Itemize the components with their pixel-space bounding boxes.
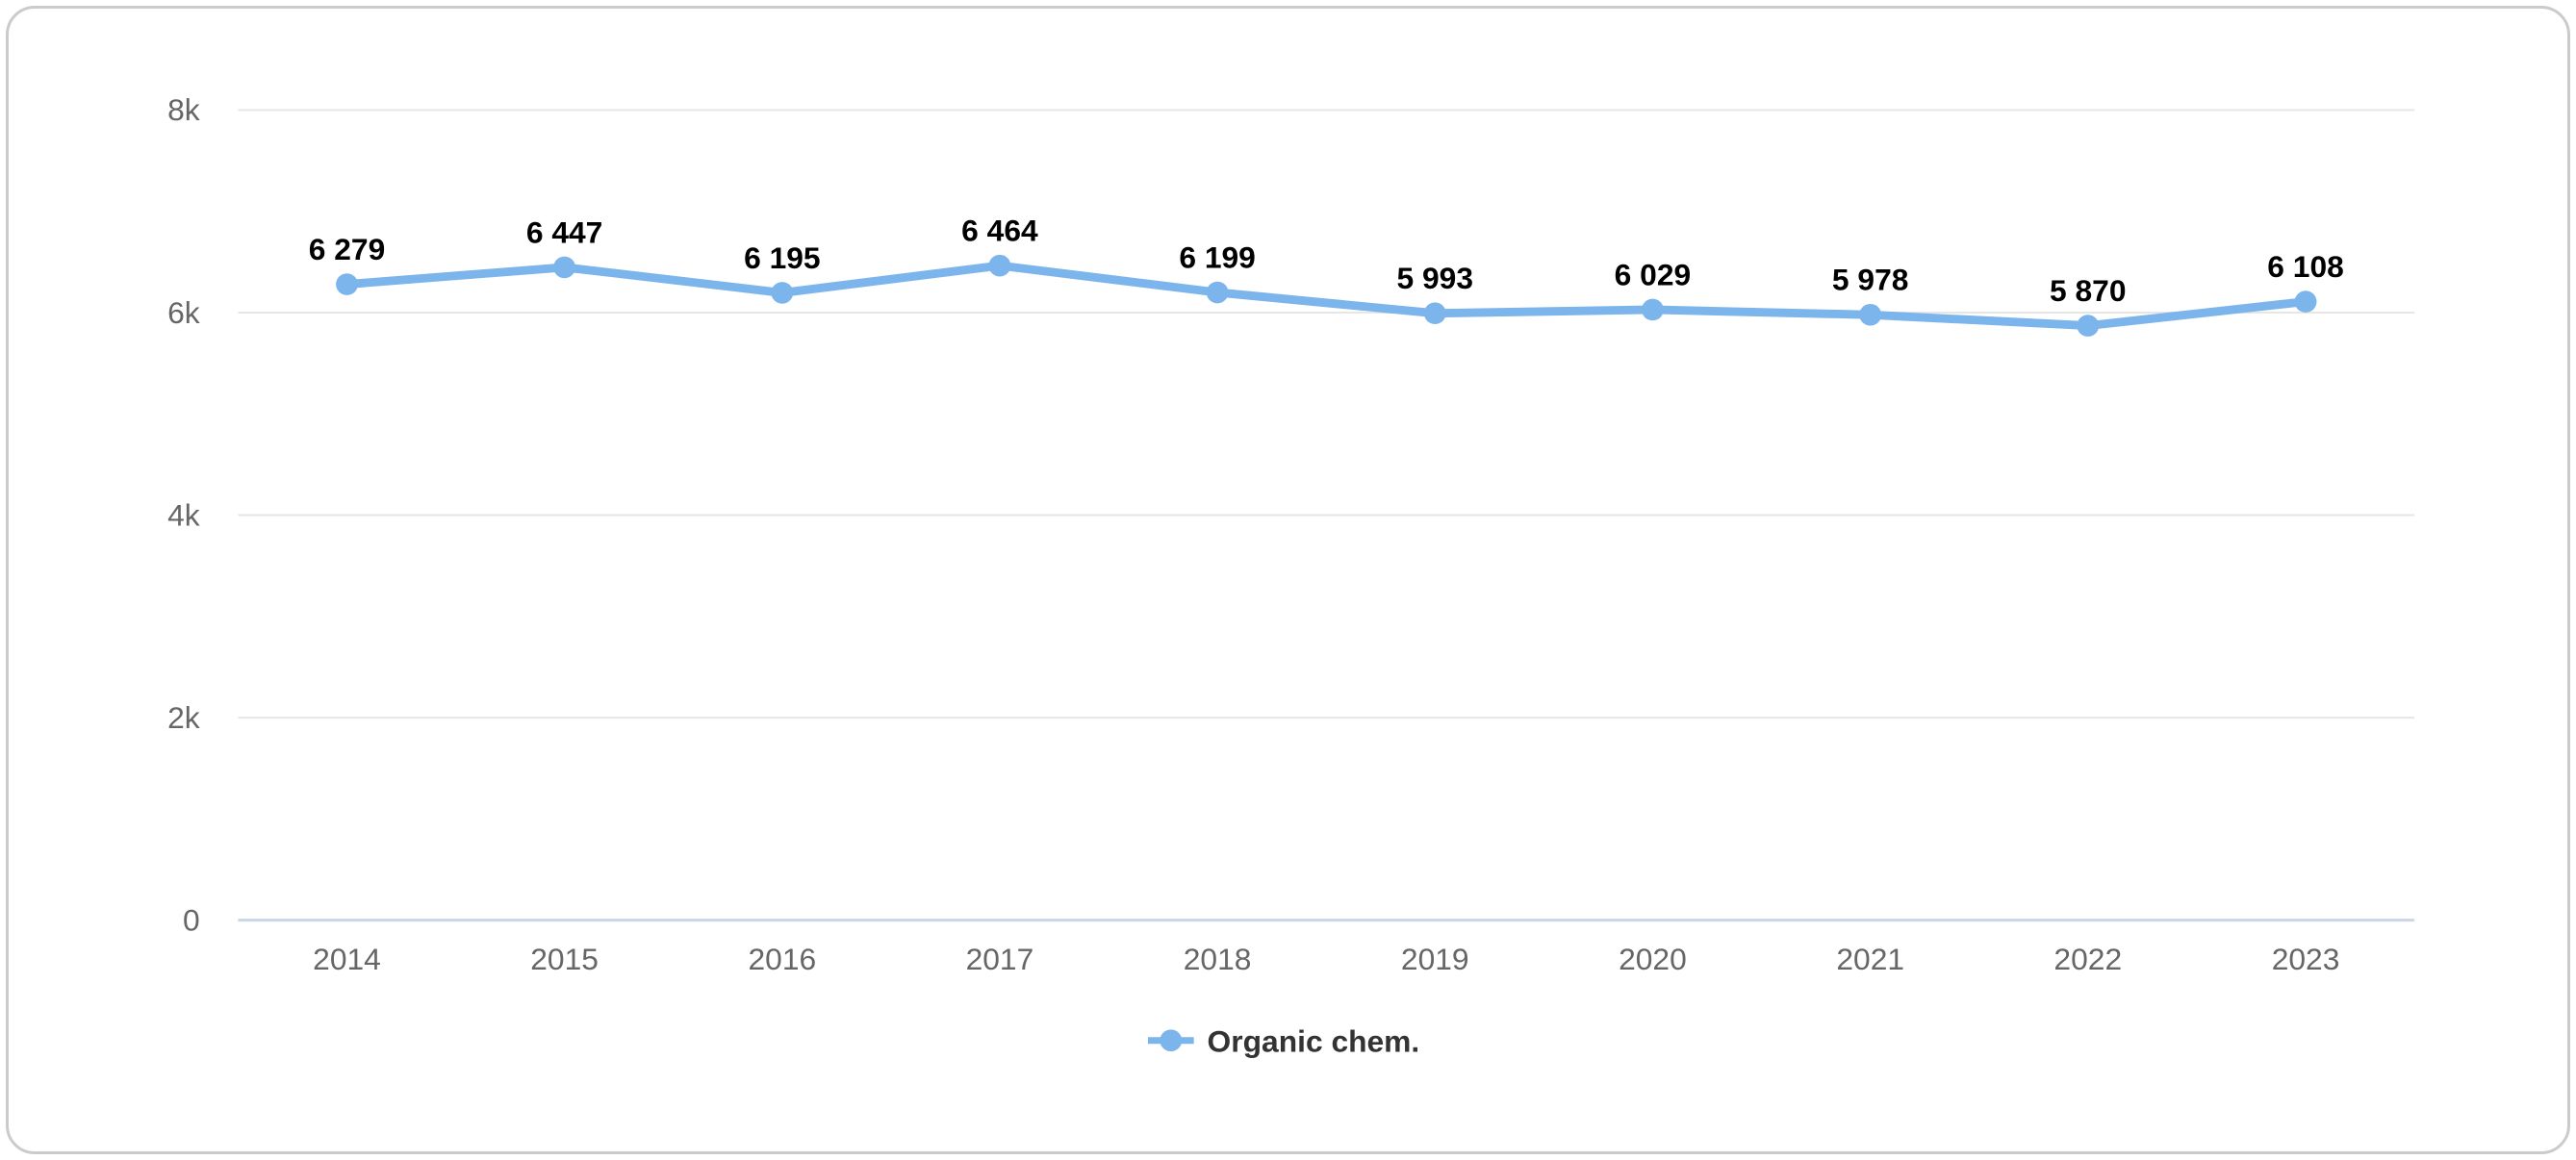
- x-axis-label-2022: 2022: [2053, 942, 2122, 976]
- x-axis-label-2014: 2014: [313, 942, 381, 976]
- y-axis-tick-label-8k: 8k: [167, 92, 200, 127]
- data-point-2017[interactable]: [988, 254, 1011, 277]
- x-axis-label-2015: 2015: [530, 942, 599, 976]
- x-axis-label-2017: 2017: [966, 942, 1034, 976]
- x-axis-label-2019: 2019: [1401, 942, 1469, 976]
- data-point-2020[interactable]: [1642, 298, 1664, 321]
- chart-card: 0 2k 4k 6k 8k 2014 2015 2016 2017 2018 2019 2020 202…: [6, 6, 2570, 1154]
- y-axis-tick-label-0: 0: [183, 903, 200, 938]
- data-point-2019[interactable]: [1423, 302, 1446, 325]
- data-point-2015[interactable]: [553, 256, 576, 279]
- data-label-2023: 6 108: [2267, 249, 2344, 284]
- data-label-2022: 5 870: [2050, 273, 2127, 308]
- data-point-2021[interactable]: [1859, 303, 1882, 326]
- x-axis-label-2020: 2020: [1619, 942, 1687, 976]
- data-label-2016: 6 195: [744, 240, 821, 275]
- y-axis-tick-label-6k: 6k: [167, 295, 200, 330]
- x-axis-label-2016: 2016: [749, 942, 817, 976]
- y-axis-tick-label-2k: 2k: [167, 700, 200, 735]
- data-point-2022[interactable]: [2077, 315, 2100, 337]
- data-label-2018: 6 199: [1179, 240, 1256, 275]
- data-point-2014[interactable]: [336, 273, 358, 295]
- legend-label: Organic chem.: [1208, 1024, 1420, 1059]
- data-label-2015: 6 447: [526, 214, 603, 249]
- data-point-2018[interactable]: [1206, 281, 1229, 304]
- series-layer: [336, 254, 2317, 337]
- y-axis-tick-label-4k: 4k: [167, 497, 200, 532]
- legend-item-organic-chem[interactable]: Organic chem.: [1147, 1024, 1420, 1059]
- data-label-2021: 5 978: [1832, 263, 1909, 297]
- data-label-2017: 6 464: [961, 214, 1038, 248]
- grid-layer: 0 2k 4k 6k 8k 2014 2015 2016 2017 2018 2019 2020 202…: [167, 92, 2415, 976]
- data-labels-layer: 6 279 6 447 6 195 6 464 6 199 5 993 6 029 5 978…: [309, 214, 2344, 308]
- data-label-2019: 5 993: [1397, 261, 1474, 295]
- legend-marker-dot-icon: [1160, 1029, 1183, 1052]
- data-label-2014: 6 279: [309, 232, 386, 266]
- data-point-2016[interactable]: [771, 282, 794, 304]
- data-label-2020: 6 029: [1615, 257, 1692, 291]
- x-axis-label-2018: 2018: [1184, 942, 1252, 976]
- x-axis-label-2023: 2023: [2272, 942, 2340, 976]
- series-line: [343, 261, 2310, 331]
- x-axis-label-2021: 2021: [1836, 942, 1904, 976]
- data-point-2023[interactable]: [2294, 290, 2317, 313]
- line-chart: 0 2k 4k 6k 8k 2014 2015 2016 2017 2018 2019 2020 202…: [167, 92, 2415, 1059]
